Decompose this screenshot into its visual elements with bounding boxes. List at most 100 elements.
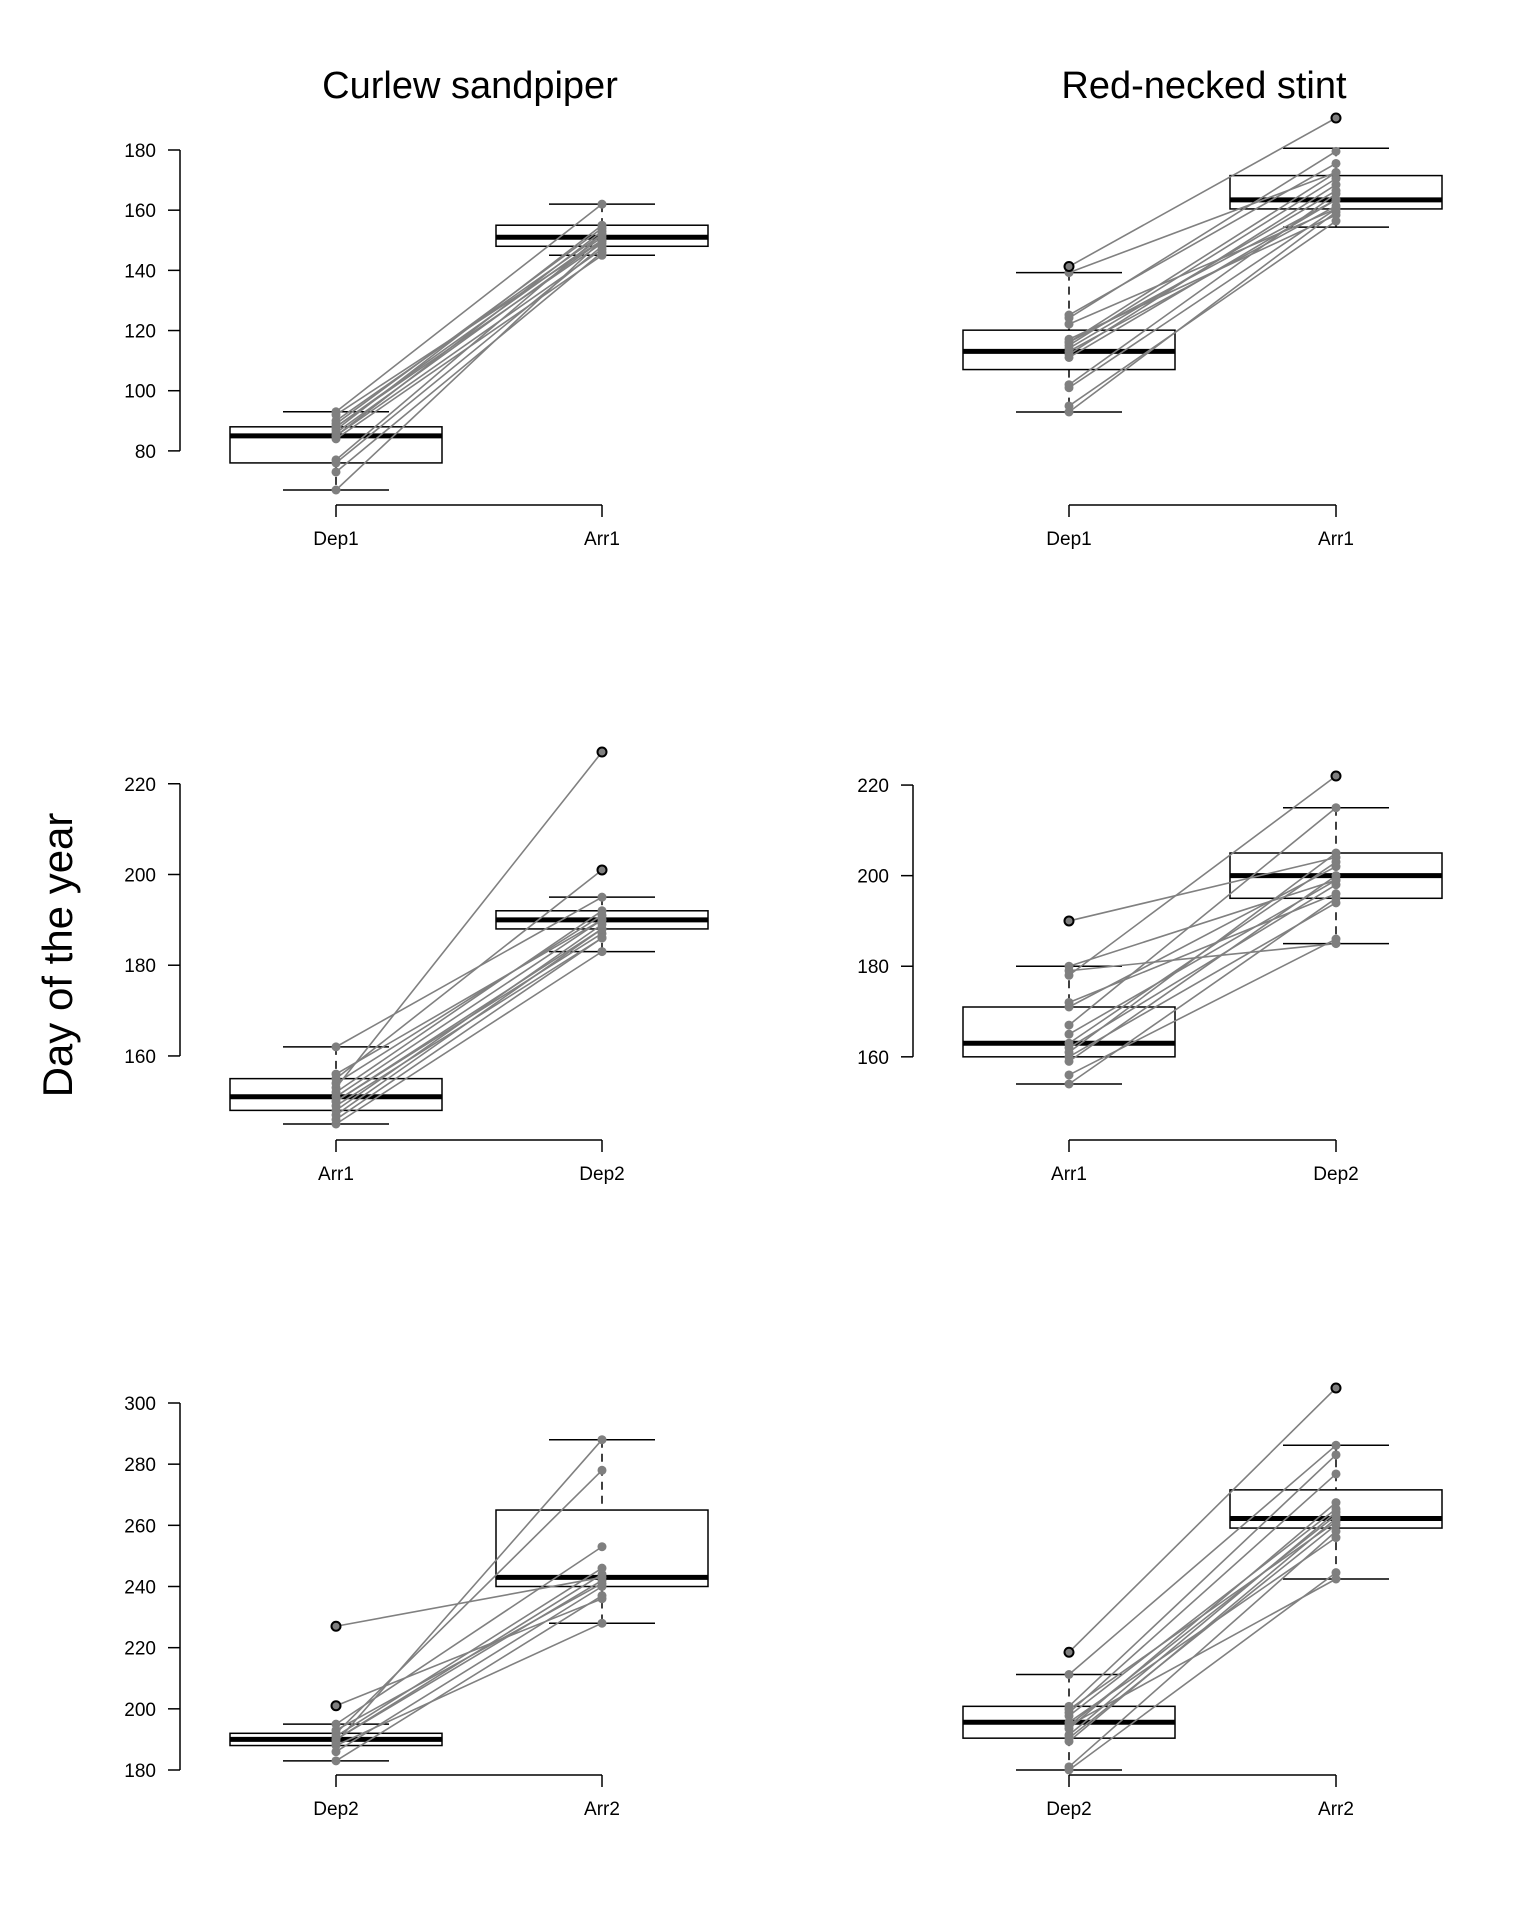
x-tick-label: Dep1	[313, 529, 358, 550]
pair-line	[335, 914, 603, 1084]
data-point	[1064, 961, 1074, 971]
data-point	[1331, 168, 1341, 178]
pair-line	[1068, 117, 1337, 268]
pair-line	[1068, 162, 1337, 316]
outlier-point	[330, 1620, 342, 1632]
data-point	[597, 924, 607, 934]
y-tick-label: 260	[124, 1516, 156, 1537]
data-point	[331, 1701, 341, 1711]
x-tick-label: Arr1	[584, 529, 620, 550]
x-tick-label: Arr2	[584, 1799, 620, 1820]
pair-line	[1068, 220, 1337, 407]
y-tick-label: 160	[857, 1048, 889, 1069]
y-tick-label: 160	[124, 201, 156, 222]
panel-3: 160 180 200 220 Arr1 Dep2	[124, 746, 709, 1185]
data-point	[597, 933, 607, 943]
data-point	[1064, 1079, 1074, 1089]
data-point	[1064, 1029, 1074, 1039]
pair-line	[1068, 1454, 1337, 1707]
y-tick-label: 160	[124, 1047, 156, 1068]
y-tick-label: 220	[124, 775, 156, 796]
data-point	[1064, 1701, 1074, 1711]
panel-6: Dep2 Arr2	[962, 1382, 1443, 1820]
y-tick-label: 180	[124, 1761, 156, 1782]
pair-line	[335, 1546, 603, 1725]
pair-line	[1068, 208, 1337, 325]
y-tick-label: 120	[124, 322, 156, 343]
pair-line	[1068, 171, 1337, 274]
column-title-curlew: Curlew sandpiper	[322, 65, 618, 107]
data-point	[597, 1542, 607, 1552]
data-point	[331, 1756, 341, 1766]
data-point	[331, 455, 341, 465]
data-point	[1331, 1526, 1341, 1536]
data-point	[1064, 334, 1074, 344]
data-point	[1331, 1383, 1341, 1393]
pair-line	[335, 1576, 603, 1628]
x-tick-label: Dep1	[1046, 529, 1091, 550]
y-tick-label: 180	[124, 141, 156, 162]
x-tick-label: Arr2	[1318, 1799, 1354, 1820]
pair-line	[1068, 1578, 1337, 1727]
pair-line	[1068, 1536, 1337, 1723]
data-point	[1331, 889, 1341, 899]
outlier-point	[1330, 1382, 1342, 1394]
data-point	[331, 467, 341, 477]
pair-line	[335, 1597, 603, 1707]
x-tick-label: Arr1	[1318, 529, 1354, 550]
data-point	[1064, 997, 1074, 1007]
pair-line	[1068, 205, 1337, 353]
y-tick-label: 200	[857, 867, 889, 888]
y-tick-label: 200	[124, 865, 156, 886]
pair-line	[1068, 1444, 1337, 1676]
pair-line	[335, 937, 603, 1107]
pair-line	[1068, 211, 1337, 413]
outlier-point	[596, 746, 608, 758]
data-point	[597, 747, 607, 757]
pair-line	[1068, 1511, 1337, 1736]
pair-line	[335, 1439, 603, 1744]
pair-line	[1068, 1571, 1337, 1771]
pair-line	[335, 928, 603, 1102]
data-point	[597, 915, 607, 925]
data-point	[1064, 1647, 1074, 1657]
data-point	[1064, 916, 1074, 926]
data-point	[1331, 862, 1341, 872]
outlier-point	[1063, 261, 1075, 273]
data-point	[1331, 875, 1341, 885]
pair-line	[335, 1579, 603, 1741]
y-tick-label: 100	[124, 382, 156, 403]
data-point	[597, 947, 607, 957]
data-point	[597, 892, 607, 902]
data-point	[1331, 113, 1341, 123]
data-point	[597, 1465, 607, 1475]
data-point	[597, 1618, 607, 1628]
data-point	[1064, 401, 1074, 411]
data-point	[1331, 1533, 1341, 1543]
data-point	[1064, 1020, 1074, 1030]
pair-line	[1068, 902, 1337, 1058]
pair-line	[1068, 1387, 1337, 1653]
x-tick-label: Dep2	[1046, 1799, 1091, 1820]
data-point	[331, 1069, 341, 1079]
data-point	[1331, 1469, 1341, 1479]
outlier-point	[1063, 1646, 1075, 1658]
data-point	[1064, 310, 1074, 320]
data-point	[1064, 1038, 1074, 1048]
data-point	[1064, 1070, 1074, 1080]
data-point	[1331, 1440, 1341, 1450]
pair-line	[1068, 861, 1337, 1044]
data-point	[1331, 204, 1341, 214]
y-tick-label: 80	[135, 442, 156, 463]
pair-line	[1068, 171, 1337, 343]
pair-line	[1068, 1473, 1337, 1714]
data-point	[597, 1435, 607, 1445]
data-point	[1331, 195, 1341, 205]
panel-1: 80 100 120 140 160 180 Dep1 Arr1	[124, 141, 709, 550]
data-point	[1331, 1498, 1341, 1508]
pair-line	[1068, 1530, 1337, 1768]
data-point	[1331, 771, 1341, 781]
pair-line	[335, 869, 603, 1080]
pair-line	[335, 919, 603, 1075]
panel-4: 160 180 200 220 Arr1 Dep2	[857, 770, 1443, 1185]
